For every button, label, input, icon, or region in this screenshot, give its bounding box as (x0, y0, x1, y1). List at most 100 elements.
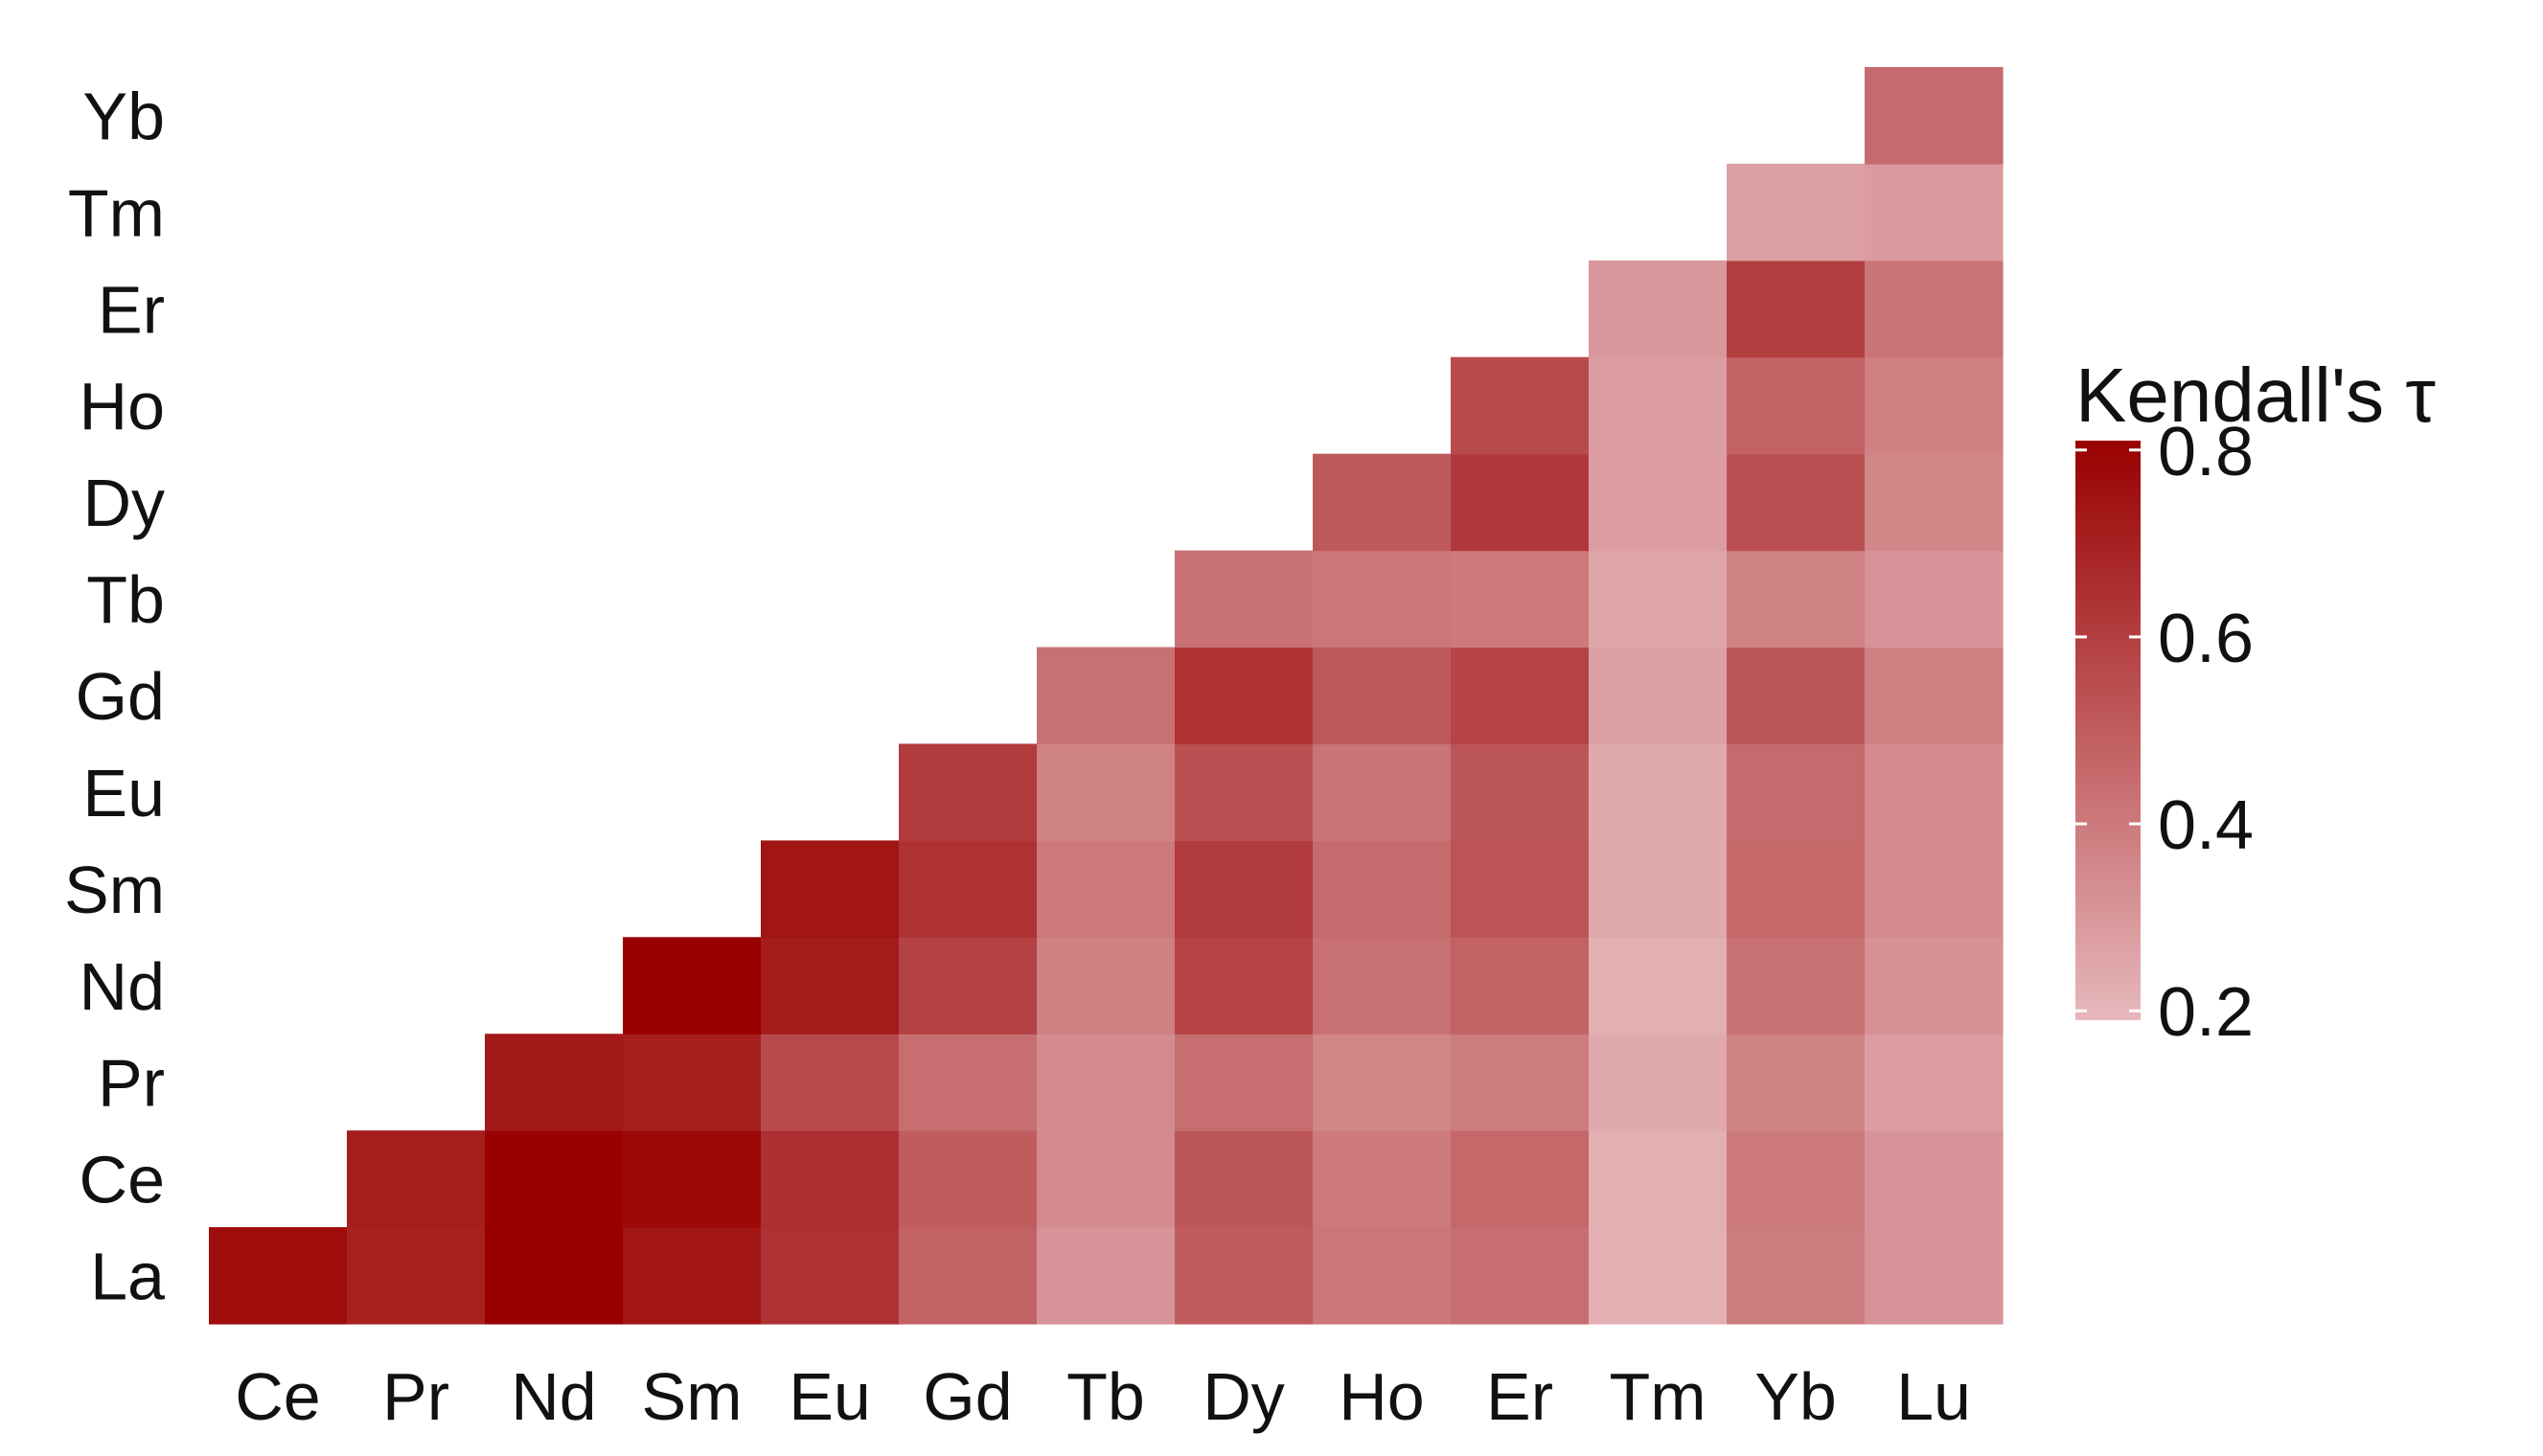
colorbar (2075, 441, 2141, 1020)
heatmap-cell-eu-dy (1175, 743, 1314, 841)
x-tick-label-ce: Ce (235, 1359, 320, 1434)
x-tick-label-ho: Ho (1339, 1359, 1424, 1434)
heatmap-cell-la-lu (1865, 1227, 2004, 1325)
heatmap-cell-eu-tb (1037, 743, 1176, 841)
heatmap-cell-la-dy (1175, 1227, 1314, 1325)
x-tick-label-tm: Tm (1609, 1359, 1706, 1434)
y-tick-label-ce: Ce (80, 1143, 165, 1217)
heatmap-cell-nd-tm (1589, 937, 1728, 1035)
heatmap-cell-tb-tm (1589, 550, 1728, 648)
colorbar-tick-label: 0.8 (2158, 414, 2254, 490)
colorbar-legend: Kendall's τ 0.2 0.4 0.6 0.8 (2075, 353, 2436, 1051)
heatmap-cell-eu-yb (1727, 743, 1866, 841)
y-tick-label-tb: Tb (86, 562, 165, 637)
heatmap-cell-ho-yb (1727, 356, 1866, 455)
heatmap-cell-gd-yb (1727, 647, 1866, 745)
x-tick-label-er: Er (1486, 1359, 1553, 1434)
colorbar-tick-label: 0.4 (2158, 787, 2254, 864)
heatmap-cell-er-lu (1865, 260, 2004, 358)
y-axis-ticks: La Ce Pr Nd Sm Eu Gd Tb Dy Ho Er Tm Yb (64, 79, 165, 1313)
heatmap-cell-dy-tm (1589, 453, 1728, 552)
x-tick-label-sm: Sm (642, 1359, 743, 1434)
heatmap-cell-pr-yb (1727, 1034, 1866, 1131)
heatmap-cell-pr-dy (1175, 1034, 1314, 1131)
x-tick-label-nd: Nd (511, 1359, 596, 1434)
heatmap-cell-ce-nd (485, 1130, 624, 1228)
heatmap-cell-gd-lu (1865, 647, 2004, 745)
heatmap-cell-sm-lu (1865, 840, 2004, 938)
heatmap-cell-tm-yb (1727, 163, 1866, 262)
heatmap-cells (209, 67, 2004, 1325)
heatmap-cell-ce-yb (1727, 1130, 1866, 1228)
heatmap-cell-gd-tm (1589, 647, 1728, 745)
heatmap-cell-ce-ho (1313, 1130, 1452, 1228)
heatmap-cell-pr-er (1451, 1034, 1590, 1131)
heatmap-cell-ho-tm (1589, 356, 1728, 455)
y-tick-label-nd: Nd (80, 949, 165, 1024)
heatmap-cell-nd-sm (623, 937, 762, 1035)
colorbar-ticks: 0.2 0.4 0.6 0.8 (2075, 414, 2254, 1051)
heatmap-cell-tb-dy (1175, 550, 1314, 648)
x-tick-label-pr: Pr (382, 1359, 449, 1434)
heatmap-cell-nd-ho (1313, 937, 1452, 1035)
y-tick-label-tm: Tm (68, 175, 165, 250)
heatmap-cell-ce-lu (1865, 1130, 2004, 1228)
heatmap-cell-nd-gd (899, 937, 1038, 1035)
heatmap-cell-la-gd (899, 1227, 1038, 1325)
heatmap-cell-nd-tb (1037, 937, 1176, 1035)
heatmap-cell-pr-tm (1589, 1034, 1728, 1131)
heatmap-cell-sm-tm (1589, 840, 1728, 938)
heatmap-cell-sm-dy (1175, 840, 1314, 938)
y-tick-label-ho: Ho (80, 369, 165, 444)
heatmap-cell-nd-eu (761, 937, 900, 1035)
heatmap-cell-la-ho (1313, 1227, 1452, 1325)
heatmap-cell-pr-gd (899, 1034, 1038, 1131)
heatmap-cell-tb-er (1451, 550, 1590, 648)
heatmap-cell-sm-ho (1313, 840, 1452, 938)
heatmap-cell-la-tm (1589, 1227, 1728, 1325)
y-tick-label-gd: Gd (76, 659, 165, 734)
heatmap-cell-tb-yb (1727, 550, 1866, 648)
heatmap-cell-la-sm (623, 1227, 762, 1325)
y-tick-label-er: Er (98, 272, 165, 347)
heatmap-cell-sm-eu (761, 840, 900, 938)
heatmap-cell-er-yb (1727, 260, 1866, 358)
x-tick-label-tb: Tb (1066, 1359, 1145, 1434)
heatmap-cell-tm-lu (1865, 163, 2004, 262)
heatmap-cell-la-eu (761, 1227, 900, 1325)
heatmap-cell-la-nd (485, 1227, 624, 1325)
heatmap-cell-eu-ho (1313, 743, 1452, 841)
heatmap-cell-ho-er (1451, 356, 1590, 455)
heatmap-cell-pr-nd (485, 1034, 624, 1131)
heatmap-cell-eu-er (1451, 743, 1590, 841)
heatmap-cell-nd-yb (1727, 937, 1866, 1035)
heatmap-cell-yb-lu (1865, 67, 2004, 165)
heatmap-cell-ce-pr (347, 1130, 486, 1228)
heatmap-cell-la-ce (209, 1227, 348, 1325)
y-tick-label-la: La (90, 1240, 165, 1314)
heatmap-cell-tb-ho (1313, 550, 1452, 648)
x-tick-label-gd: Gd (923, 1359, 1012, 1434)
heatmap-cell-ce-dy (1175, 1130, 1314, 1228)
heatmap-cell-gd-ho (1313, 647, 1452, 745)
heatmap-cell-ho-lu (1865, 356, 2004, 455)
heatmap-cell-la-er (1451, 1227, 1590, 1325)
y-tick-label-pr: Pr (98, 1046, 165, 1121)
heatmap-cell-eu-gd (899, 743, 1038, 841)
heatmap-cell-pr-eu (761, 1034, 900, 1131)
heatmap-cell-ce-er (1451, 1130, 1590, 1228)
y-tick-label-dy: Dy (82, 466, 165, 540)
heatmap-cell-ce-sm (623, 1130, 762, 1228)
heatmap-cell-er-tm (1589, 260, 1728, 358)
colorbar-tick-label: 0.6 (2158, 601, 2254, 677)
heatmap-cell-dy-lu (1865, 453, 2004, 552)
heatmap-cell-sm-tb (1037, 840, 1176, 938)
y-tick-label-sm: Sm (64, 853, 165, 927)
heatmap-cell-tb-lu (1865, 550, 2004, 648)
heatmap-cell-dy-yb (1727, 453, 1866, 552)
y-tick-label-eu: Eu (82, 756, 165, 830)
legend-title: Kendall's τ (2075, 353, 2436, 438)
x-tick-label-yb: Yb (1754, 1359, 1837, 1434)
